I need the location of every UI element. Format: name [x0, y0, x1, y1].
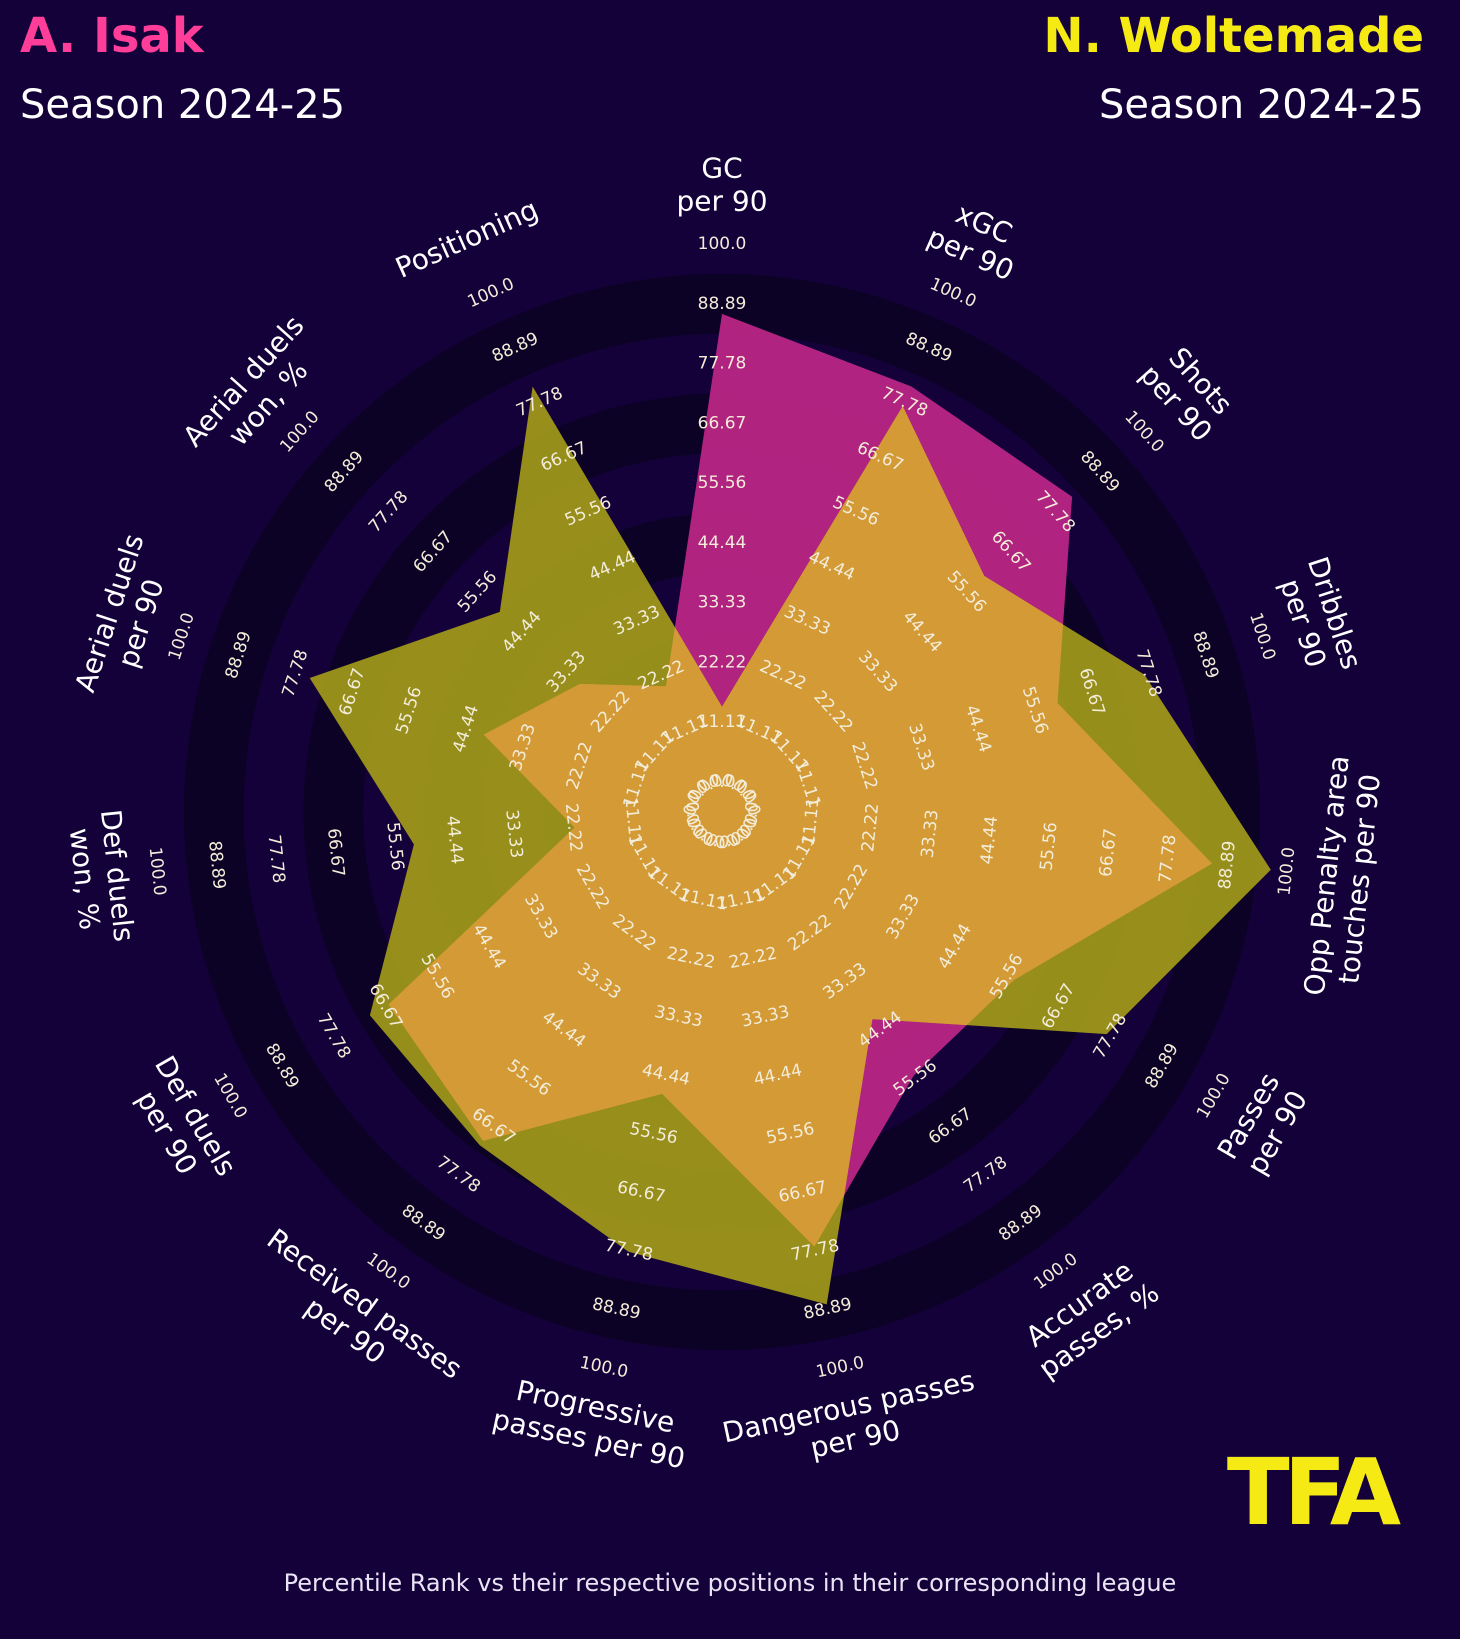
ring-tick-label: 33.33 — [698, 593, 747, 613]
ring-tick-label: 11.11 — [698, 712, 747, 732]
ring-tick-label: 66.67 — [698, 413, 747, 433]
param-label-line: GC — [701, 152, 742, 185]
ring-tick-label: 22.22 — [698, 652, 747, 672]
ring-tick-label: 44.44 — [698, 533, 747, 553]
ring-tick-label: 88.89 — [698, 294, 747, 314]
footer-note: Percentile Rank vs their respective posi… — [283, 1569, 1177, 1597]
tfa-logo-text: TFA — [1227, 1452, 1401, 1532]
ring-tick-label: 100.0 — [698, 234, 747, 254]
param-label-line: per 90 — [676, 185, 767, 218]
ring-tick-label: 0.0 — [740, 801, 763, 830]
player1-name: A. Isak — [20, 8, 204, 64]
ring-tick-label: 0.0 — [708, 772, 735, 792]
tfa-logo: TFA — [1227, 1452, 1404, 1532]
player2-season: Season 2024-25 — [1098, 82, 1424, 128]
player2-name: N. Woltemade — [1043, 8, 1424, 64]
ring-tick-label: 55.56 — [698, 473, 747, 493]
ring-tick-label: 77.78 — [698, 354, 747, 374]
player1-season: Season 2024-25 — [20, 82, 346, 128]
ring-tick-label: 0.0 — [681, 801, 704, 830]
